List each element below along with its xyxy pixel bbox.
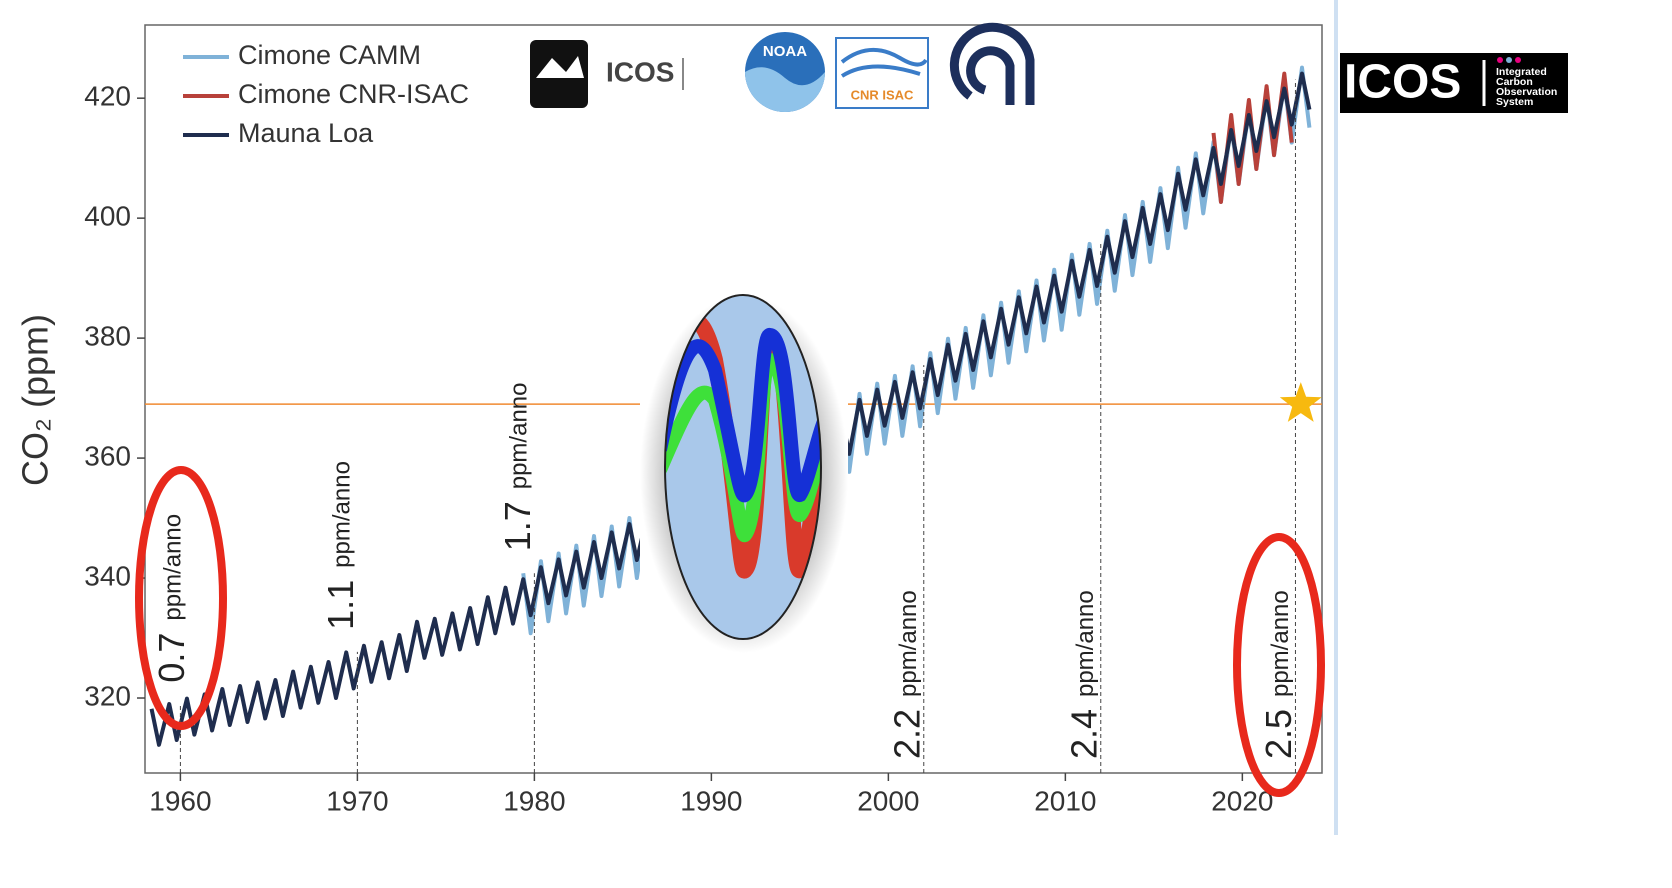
icos-small-logo: ICOS <box>606 56 674 87</box>
noaa-logo-wave <box>745 67 825 112</box>
icos-logo <box>1340 53 1568 113</box>
annotation-rate: 2.4 <box>1063 709 1104 759</box>
overlay <box>135 294 1325 797</box>
cnr-logo <box>949 22 1035 105</box>
noaa-logo-text: NOAA <box>763 43 807 60</box>
legend-label: Cimone CNR-ISAC <box>238 79 469 109</box>
annotation-unit: ppm/anno <box>160 514 187 621</box>
annotation-label: 0.7 ppm/anno <box>151 514 192 683</box>
annotation-unit: ppm/anno <box>1072 590 1099 697</box>
x-tick-label: 1980 <box>503 785 565 816</box>
y-tick-label: 420 <box>84 81 131 112</box>
cnr-isac-logo-text: CNR ISAC <box>851 87 914 102</box>
plot-frame <box>144 24 1323 774</box>
x-tick-label: 2010 <box>1034 785 1096 816</box>
legend-label: Mauna Loa <box>238 118 374 148</box>
icos-logo-line: Integrated <box>1496 66 1547 78</box>
x-tick-label: 1960 <box>149 785 211 816</box>
annotation-label: 2.2 ppm/anno <box>886 590 927 759</box>
x-tick-label: 2000 <box>857 785 919 816</box>
annotation-label: 1.1 ppm/anno <box>320 461 361 630</box>
logos: ICOS NOAA CNR ISAC ICOS Integrated Carbo… <box>530 22 1568 113</box>
cimone-logo-mountain <box>536 56 584 78</box>
x-tick-label: 1990 <box>680 785 742 816</box>
icos-logo-line: System <box>1496 96 1533 108</box>
plot-area: 320 340 360 380 400 420 1960 1970 1980 1990 2000 20… <box>15 40 1322 816</box>
legend-label: Cimone CAMM <box>238 40 421 70</box>
inset-image <box>665 295 821 639</box>
x-tick-label: 2020 <box>1211 785 1273 816</box>
inset-border <box>664 294 822 640</box>
annotation-label: 2.4 ppm/anno <box>1063 590 1104 759</box>
annotation-rate: 0.7 <box>151 633 192 683</box>
annotation-unit: ppm/anno <box>895 590 922 697</box>
annotation-unit: ppm/anno <box>1267 590 1294 697</box>
annotation-label: 1.7 ppm/anno <box>497 383 538 552</box>
y-tick-label: 400 <box>84 201 131 232</box>
annotation-rate: 2.5 <box>1258 709 1299 759</box>
y-tick-label: 320 <box>84 680 131 711</box>
icos-dot <box>1515 57 1521 63</box>
annotation-rate: 1.1 <box>320 580 361 630</box>
annotation-rate: 2.2 <box>886 709 927 759</box>
y-tick-label: 380 <box>84 321 131 352</box>
icos-logo-name: ICOS <box>1344 56 1461 109</box>
y-axis-label: CO₂ (ppm) <box>15 314 56 486</box>
x-tick-label: 1970 <box>326 785 388 816</box>
annotation-label: 2.5 ppm/anno <box>1258 590 1299 759</box>
inset-wave <box>665 327 821 503</box>
icos-logo-line: Carbon <box>1496 76 1533 88</box>
highlight-ellipse <box>135 466 227 730</box>
icos-dot <box>1497 57 1503 63</box>
annotation-unit: ppm/anno <box>329 461 356 568</box>
cnr-isac-logo-wave <box>840 47 928 78</box>
y-tick-label: 340 <box>84 560 131 591</box>
star-marker <box>1279 382 1322 422</box>
icos-logo-line: Observation <box>1496 86 1557 98</box>
icos-dot <box>1506 57 1512 63</box>
annotation-rate: 1.7 <box>497 501 538 551</box>
y-tick-label: 360 <box>84 440 131 471</box>
highlight-ellipse <box>1233 533 1325 797</box>
annotation-unit: ppm/anno <box>506 383 533 490</box>
